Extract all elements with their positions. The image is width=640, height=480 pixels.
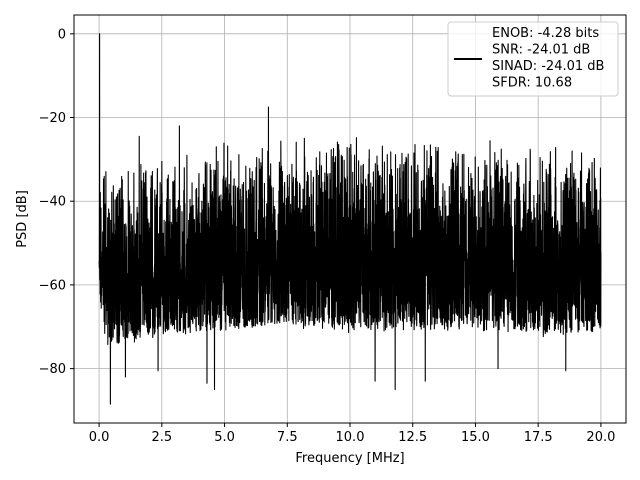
y-tick-label: −20	[39, 111, 66, 126]
x-tick-label: 20.0	[586, 430, 615, 445]
legend-entry-line: SNR: -24.01 dB	[492, 43, 590, 58]
x-tick-label: 17.5	[524, 430, 553, 445]
x-axis-label: Frequency [MHz]	[295, 451, 404, 466]
data-layer	[98, 33, 602, 405]
y-tick-label: −60	[39, 278, 66, 293]
legend-entry-line: SFDR: 10.68	[492, 76, 572, 91]
legend-entry-line: ENOB: -4.28 bits	[492, 26, 599, 41]
x-tick-label: 7.5	[277, 430, 298, 445]
y-tick-label: −40	[39, 195, 66, 210]
x-tick-label: 2.5	[151, 430, 172, 445]
y-tick-label: 0	[58, 27, 66, 42]
x-tick-label: 15.0	[461, 430, 490, 445]
x-tick-label: 10.0	[336, 430, 365, 445]
y-axis-label: PSD [dB]	[15, 190, 30, 248]
legend-entry-line: SINAD: -24.01 dB	[492, 59, 604, 74]
x-tick-label: 0.0	[89, 430, 110, 445]
x-tick-label: 5.0	[214, 430, 235, 445]
psd-series-line	[98, 33, 602, 405]
x-tick-label: 12.5	[398, 430, 427, 445]
tick-layer: 0.0 2.5 5.0 7.5 10.0 12.5 15.0 17.5 20.0 0 −20 −40 −…	[39, 27, 616, 445]
legend-box	[447, 21, 619, 97]
y-tick-label: −80	[39, 362, 66, 377]
